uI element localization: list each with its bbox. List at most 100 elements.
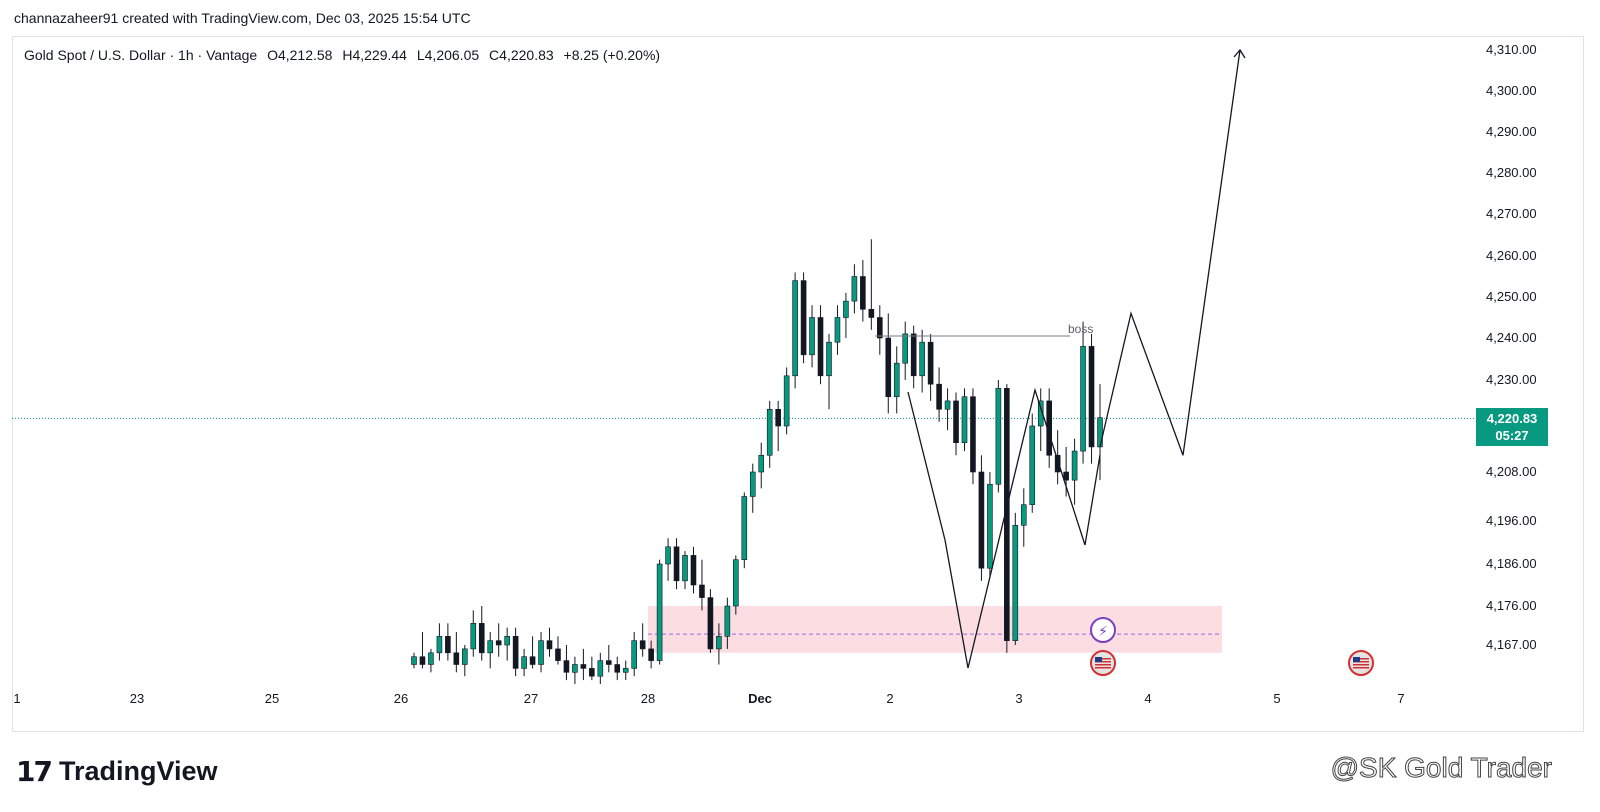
candle-body bbox=[733, 559, 739, 607]
candle-body bbox=[1080, 346, 1086, 452]
y-axis-tick-label: 4,186.00 bbox=[1486, 556, 1537, 571]
candle-body bbox=[851, 276, 858, 302]
event-lightning-icon: ⚡ bbox=[1090, 617, 1116, 643]
candle-body bbox=[478, 623, 485, 654]
y-axis-tick-label: 4,167.00 bbox=[1486, 637, 1537, 652]
candle-body bbox=[470, 623, 477, 650]
candle-body bbox=[1063, 471, 1069, 481]
candle-body bbox=[1088, 346, 1095, 448]
candle-body bbox=[783, 375, 790, 427]
candle-body bbox=[555, 648, 561, 661]
candle-body bbox=[809, 317, 815, 356]
y-axis-tick-label: 4,176.00 bbox=[1486, 598, 1537, 613]
candle-body bbox=[546, 640, 553, 650]
candle-body bbox=[428, 652, 434, 665]
candle-body bbox=[1097, 417, 1103, 448]
x-axis-tick-label: 28 bbox=[641, 691, 655, 706]
symbol-name[interactable]: Gold Spot / U.S. Dollar · 1h · Vantage bbox=[24, 47, 258, 63]
candle-body bbox=[792, 280, 798, 377]
y-axis-tick-label: 4,290.00 bbox=[1486, 124, 1537, 139]
change-value: +8.25 (+0.20%) bbox=[563, 47, 661, 63]
x-axis-tick-label: 4 bbox=[1144, 691, 1151, 706]
boss-label: boss bbox=[1068, 322, 1093, 336]
candle-body bbox=[597, 660, 604, 677]
candle-body bbox=[707, 597, 714, 650]
current-price-label: 4,220.83 bbox=[1486, 411, 1538, 426]
candle-body bbox=[1029, 425, 1036, 505]
candle-body bbox=[716, 636, 722, 650]
candle-body bbox=[885, 337, 892, 398]
candle-body bbox=[495, 640, 502, 646]
candle-body bbox=[436, 636, 443, 654]
current-price-tag: 4,220.83 05:27 bbox=[1476, 408, 1548, 446]
tradingview-logo[interactable]: 17 TradingView bbox=[16, 754, 218, 788]
y-axis-tick-label: 4,240.00 bbox=[1486, 330, 1537, 345]
y-axis-tick-label: 4,208.00 bbox=[1486, 464, 1537, 479]
high-value: H4,229.44 bbox=[342, 47, 407, 63]
tradingview-wordmark: TradingView bbox=[58, 755, 218, 786]
x-axis-tick-label: 23 bbox=[130, 691, 144, 706]
y-axis-tick-label: 4,260.00 bbox=[1486, 248, 1537, 263]
price-structure-line bbox=[907, 387, 1101, 669]
projection-path bbox=[1099, 49, 1241, 456]
x-axis-tick-label: 3 bbox=[1015, 691, 1022, 706]
candle-body bbox=[961, 396, 968, 444]
candle-body bbox=[919, 341, 925, 377]
candle-body bbox=[690, 555, 697, 586]
svg-text:⚡: ⚡ bbox=[1098, 624, 1108, 640]
candle-body bbox=[724, 605, 731, 637]
candle-body bbox=[1054, 454, 1061, 473]
candle-body bbox=[936, 383, 942, 410]
candle-body bbox=[648, 648, 654, 661]
candle-body bbox=[453, 652, 460, 665]
candle-body bbox=[445, 636, 451, 654]
close-value: C4,220.83 bbox=[489, 47, 554, 63]
chart-frame bbox=[12, 36, 1584, 732]
candle-body bbox=[1012, 524, 1019, 641]
candle-body bbox=[877, 317, 883, 339]
x-axis-tick-label: 7 bbox=[1397, 691, 1404, 706]
x-axis-tick-label: 5 bbox=[1273, 691, 1280, 706]
candle-body bbox=[944, 400, 951, 410]
candle-body bbox=[682, 555, 688, 582]
candle-body bbox=[462, 648, 468, 665]
candle-body bbox=[639, 640, 646, 650]
candle-body bbox=[580, 664, 587, 669]
candle-body bbox=[758, 454, 765, 473]
attribution-text: channazaheer91 created with TradingView.… bbox=[14, 10, 471, 26]
candle-body bbox=[589, 668, 595, 677]
y-axis-tick-label: 4,310.00 bbox=[1486, 42, 1537, 57]
projection-arrowhead bbox=[1233, 48, 1246, 59]
candle-body bbox=[766, 408, 773, 456]
x-axis-tick-label: 26 bbox=[394, 691, 408, 706]
watermark-text: @SK Gold Trader bbox=[1330, 752, 1552, 784]
candle-body bbox=[927, 341, 934, 385]
candle-body bbox=[504, 636, 510, 646]
candle-body bbox=[419, 656, 426, 665]
candle-body bbox=[902, 333, 909, 364]
candle-body bbox=[411, 656, 417, 665]
candle-body bbox=[665, 546, 671, 565]
y-axis-tick-label: 4,196.00 bbox=[1486, 513, 1537, 528]
candle-body bbox=[893, 362, 900, 398]
bar-countdown: 05:27 bbox=[1495, 428, 1529, 443]
symbol-info-bar: Gold Spot / U.S. Dollar · 1h · Vantage O… bbox=[24, 47, 666, 63]
y-axis-tick-label: 4,230.00 bbox=[1486, 372, 1537, 387]
candle-body bbox=[834, 317, 841, 343]
candle-body bbox=[699, 584, 705, 598]
candle-body bbox=[614, 664, 621, 673]
candle-body bbox=[953, 400, 959, 444]
y-axis-tick-label: 4,270.00 bbox=[1486, 206, 1537, 221]
candle-body bbox=[1071, 450, 1078, 481]
candle-body bbox=[995, 388, 1002, 485]
x-axis-tick-label: 27 bbox=[524, 691, 538, 706]
candle-body bbox=[860, 276, 866, 310]
candle-body bbox=[673, 546, 680, 582]
candle-body bbox=[970, 396, 976, 473]
tradingview-mark-icon: 17 bbox=[16, 754, 53, 788]
candle-body bbox=[521, 656, 527, 669]
low-value: L4,206.05 bbox=[416, 47, 480, 63]
us-flag-event-icon bbox=[1090, 650, 1116, 676]
candle-body bbox=[538, 640, 544, 665]
